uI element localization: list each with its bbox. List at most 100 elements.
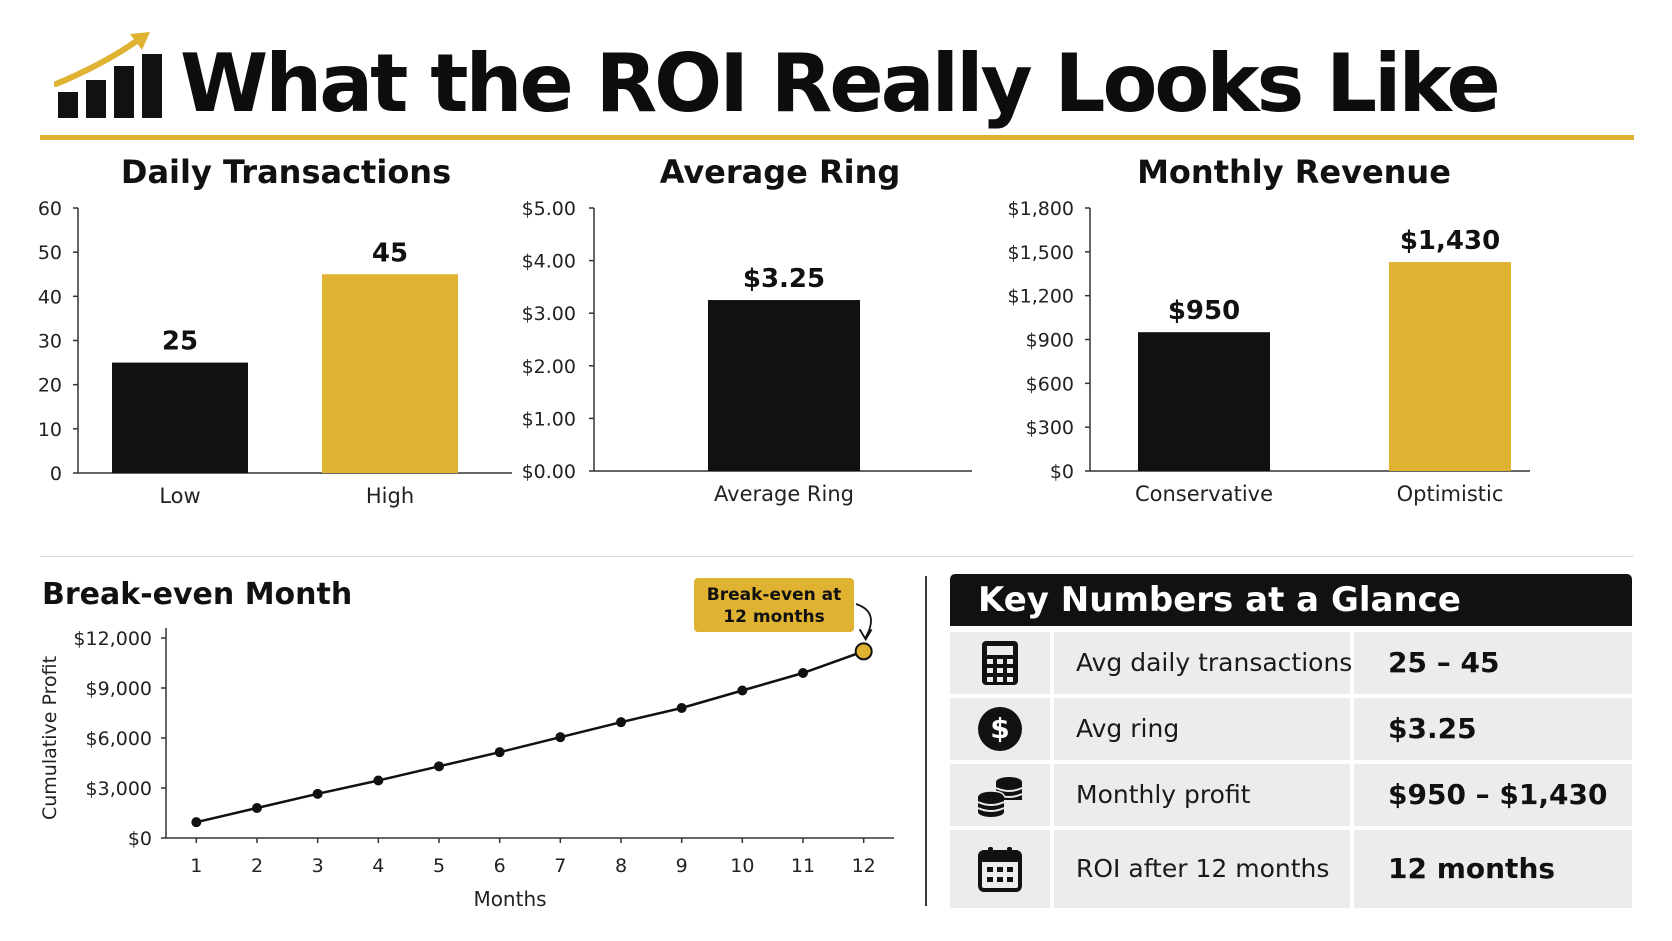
annotation-arrow	[855, 603, 872, 638]
x-tick-label: 6	[494, 855, 506, 877]
table-row: Avg daily transactions 25 – 45	[950, 632, 1632, 694]
key-numbers-table: Key Numbers at a Glance Avg daily transa…	[950, 574, 1632, 908]
table-row: $ Avg ring $3.25	[950, 698, 1632, 760]
data-label: $1,430	[1400, 226, 1500, 256]
data-point	[494, 747, 505, 758]
key-numbers-title: Key Numbers at a Glance	[950, 574, 1632, 626]
data-label: 25	[162, 327, 198, 357]
bar	[1138, 332, 1270, 471]
data-label: $950	[1168, 296, 1240, 326]
x-tick-label: 2	[251, 855, 263, 877]
x-tick-label: Optimistic	[1397, 482, 1504, 506]
y-tick-label: 0	[50, 463, 62, 485]
table-value: 25 – 45	[1354, 632, 1632, 694]
x-tick-label: 3	[312, 855, 324, 877]
y-tick-label: $5.00	[522, 198, 576, 220]
x-tick-label: High	[366, 484, 414, 508]
annotation-box	[694, 578, 854, 632]
y-tick-label: $6,000	[86, 728, 152, 750]
monthly-revenue-chart-svg: Monthly Revenue $0 $300 $600 $900 $1,200 $1,50…	[1008, 153, 1530, 506]
chart-title: Average Ring	[660, 153, 901, 191]
y-tick-label: 20	[38, 375, 62, 397]
table-label: Avg daily transactions	[1054, 632, 1352, 694]
section-divider	[40, 556, 1634, 557]
y-axis-label: Cumulative Profit	[39, 656, 61, 820]
data-point	[555, 732, 566, 743]
calendar-icon	[978, 847, 1022, 892]
table-label: ROI after 12 months	[1054, 830, 1350, 908]
table-icon-cell	[950, 632, 1050, 694]
x-tick-label: 10	[730, 855, 754, 877]
y-tick-label: $1,200	[1008, 286, 1074, 308]
y-tick-label: $9,000	[86, 678, 152, 700]
y-tick-label: $0.00	[522, 461, 576, 483]
y-tick-label: $4.00	[522, 251, 576, 273]
calculator-icon	[982, 641, 1018, 685]
page-header: What the ROI Really Looks Like	[40, 18, 1640, 138]
table-icon-cell: $	[950, 698, 1050, 760]
x-tick-label: 1	[190, 855, 202, 877]
dollar-coin-icon: $	[978, 707, 1022, 751]
x-tick-label: 7	[554, 855, 566, 877]
table-label: Avg ring	[1054, 698, 1350, 760]
table-value: $950 – $1,430	[1354, 764, 1632, 826]
table-label: Monthly profit	[1054, 764, 1350, 826]
table-icon-cell	[950, 830, 1050, 908]
y-tick-label: 60	[38, 198, 62, 220]
chart-title: Daily Transactions	[121, 153, 451, 191]
daily-transactions-chart: Daily Transactions 0 10 20 30 40 50 60 25 Low 45 Hi…	[0, 150, 560, 550]
annotation-arrowhead	[858, 628, 873, 642]
y-tick-label: $1.00	[522, 408, 576, 430]
data-point	[737, 685, 748, 696]
data-point	[312, 788, 323, 799]
y-tick-label: 10	[38, 419, 62, 441]
data-point	[373, 775, 384, 786]
y-tick-label: $12,000	[73, 628, 152, 650]
title-divider	[40, 135, 1634, 140]
table-row: Monthly profit $950 – $1,430	[950, 764, 1632, 826]
bar	[112, 362, 248, 473]
x-tick-label: 5	[433, 855, 445, 877]
y-tick-label: 30	[38, 331, 62, 353]
y-tick-label: $1,500	[1008, 242, 1074, 264]
coin-stack-icon	[977, 777, 1023, 817]
x-axis-label: Months	[473, 887, 546, 911]
x-tick-label: Conservative	[1135, 482, 1273, 506]
data-point	[252, 803, 262, 813]
table-value: $3.25	[1354, 698, 1632, 760]
data-point	[798, 668, 808, 678]
data-point	[434, 761, 444, 772]
y-tick-label: $0	[128, 828, 152, 850]
y-tick-label: $0	[1050, 461, 1074, 483]
average-ring-chart-svg: Average Ring $0.00 $1.00 $2.00 $3.00 $4.00 $5.…	[522, 153, 972, 506]
x-tick-label: Average Ring	[714, 482, 854, 506]
bar	[322, 274, 458, 473]
y-tick-label: $3.00	[522, 303, 576, 325]
table-value: 12 months	[1354, 830, 1632, 908]
x-tick-label: 12	[852, 855, 876, 877]
x-tick-label: 4	[372, 855, 384, 877]
y-tick-label: $300	[1026, 417, 1074, 439]
y-tick-label: $3,000	[86, 778, 152, 800]
data-point	[616, 717, 626, 728]
chart-title: Monthly Revenue	[1137, 153, 1451, 191]
break-even-chart-svg: Break-even Month $0 $3,000 $6,000 $9,000 $12,…	[39, 577, 894, 911]
monthly-revenue-chart: Monthly Revenue $0 $300 $600 $900 $1,200 $1,50…	[1008, 150, 1660, 550]
chart-title: Break-even Month	[42, 577, 352, 612]
x-tick-label: 8	[615, 855, 627, 877]
y-tick-label: 50	[38, 242, 62, 264]
bar	[708, 300, 860, 471]
annotation-text: Break-even at	[707, 585, 841, 605]
bar-chart-growth-icon	[54, 32, 162, 118]
x-tick-label: Low	[159, 484, 200, 508]
daily-transactions-chart-svg: Daily Transactions 0 10 20 30 40 50 60 25 Low 45 Hi…	[38, 153, 512, 508]
average-ring-chart: Average Ring $0.00 $1.00 $2.00 $3.00 $4.00 $5.…	[522, 150, 1060, 550]
data-label: 45	[372, 238, 408, 268]
bar	[1389, 262, 1511, 471]
data-point	[676, 703, 687, 713]
vertical-divider	[925, 576, 927, 906]
y-tick-label: $600	[1026, 373, 1074, 395]
x-tick-label: 9	[676, 855, 688, 877]
break-even-point	[854, 642, 873, 661]
page-title: What the ROI Really Looks Like	[180, 37, 1501, 130]
